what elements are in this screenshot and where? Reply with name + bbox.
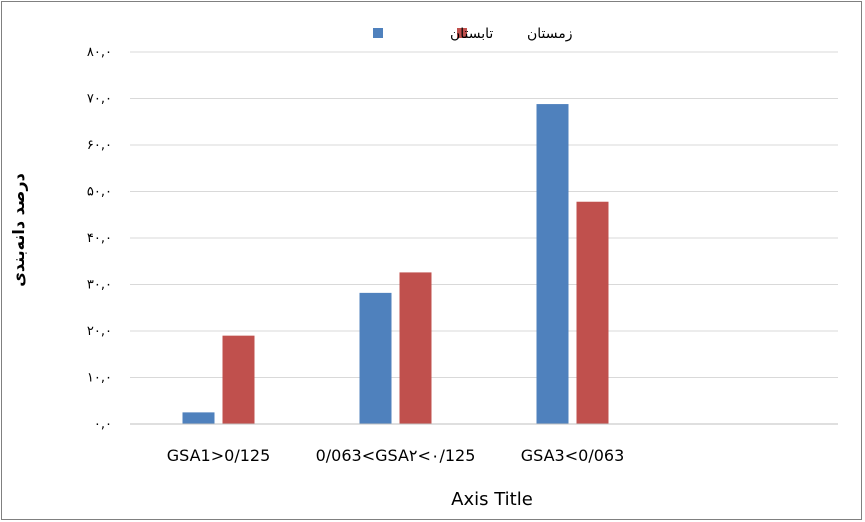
bars — [182, 104, 609, 424]
bar-winter — [222, 335, 255, 424]
y-tick-label: ۷۰,۰ — [87, 92, 112, 107]
x-axis-title: Axis Title — [451, 489, 533, 510]
y-tick-label: ۴۰,۰ — [87, 231, 112, 246]
legend-swatch — [373, 28, 383, 38]
y-tick-label: ۲۰,۰ — [87, 324, 112, 339]
y-tick-label: ۵۰,۰ — [87, 185, 112, 200]
y-tick-labels: ۰,۰ ۱۰,۰ ۲۰,۰ ۳۰,۰ ۴۰,۰ ۵۰,۰ ۶۰,۰ ۷۰,۰ ۸۰,۰ — [87, 45, 112, 432]
x-category-labels: GSA1>0/125 0/063<GSA۲<۰/125 GSA3<0/063 — [167, 446, 625, 465]
y-tick-label: ۰,۰ — [94, 417, 112, 432]
bar-summer — [536, 104, 569, 424]
x-category-label: GSA3<0/063 — [521, 446, 625, 465]
legend-swatch — [457, 28, 467, 38]
legend: زمستان تابستان — [373, 26, 573, 42]
y-tick-label: ۱۰,۰ — [87, 371, 112, 386]
y-tick-label: ۶۰,۰ — [87, 138, 112, 153]
legend-label: زمستان — [527, 26, 573, 42]
legend-label: تابستان — [450, 26, 493, 42]
gridlines — [130, 51, 838, 378]
bar-summer — [182, 412, 215, 424]
x-category-label: 0/063<GSA۲<۰/125 — [316, 446, 476, 465]
y-axis-title: درصد دانه‌بندی — [9, 173, 28, 287]
bar-winter — [399, 272, 432, 424]
x-category-label: GSA1>0/125 — [167, 446, 271, 465]
bar-summer — [359, 292, 392, 424]
y-tick-label: ۸۰,۰ — [87, 45, 112, 60]
bar-winter — [576, 201, 609, 424]
y-tick-label: ۳۰,۰ — [87, 278, 112, 293]
